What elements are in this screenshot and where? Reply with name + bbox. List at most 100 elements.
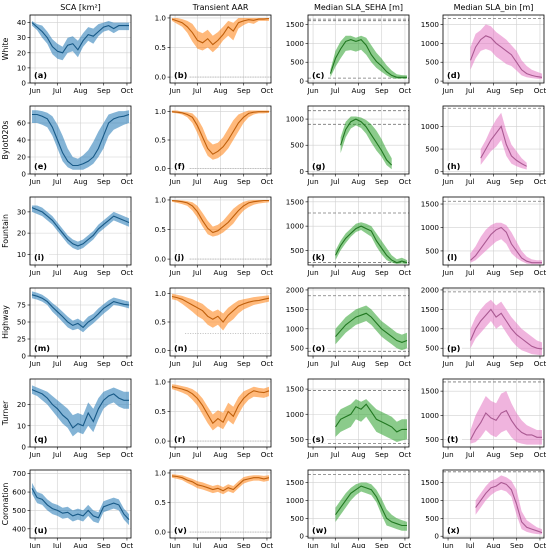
x-tick-label: Jun: [306, 268, 318, 277]
series-band: [32, 482, 129, 526]
y-tick-label: 500: [12, 506, 26, 515]
series-line: [171, 17, 270, 46]
series-line: [475, 481, 543, 534]
x-tick-label: Aug: [486, 86, 500, 95]
x-tick-label: Aug: [73, 359, 87, 368]
x-tick-label: Sep: [97, 541, 111, 548]
y-tick-label: 0: [299, 167, 304, 176]
panel-label-bg: [33, 161, 49, 171]
x-tick-label: Aug: [73, 177, 87, 186]
panel-n: 0.0 0.5 1.0 Jun Jul Aug Sep Oct (n): [155, 287, 274, 368]
y-tick-label: 1.0: [155, 195, 167, 204]
row-label-highway: Highway: [1, 305, 10, 339]
x-tick-label: Oct: [261, 359, 274, 368]
y-tick-label: 700: [12, 469, 26, 478]
panel-label: (k): [312, 252, 325, 262]
x-tick-label: Sep: [510, 541, 524, 548]
x-tick-label: Sep: [97, 177, 111, 186]
panel-label-bg: [446, 343, 462, 353]
series-band: [335, 482, 407, 531]
x-tick-label: Aug: [351, 177, 365, 186]
x-tick-label: Sep: [237, 450, 251, 459]
panel-label-bg: [311, 70, 327, 80]
series-line: [470, 409, 542, 440]
x-tick-label: Oct: [121, 541, 134, 548]
panel-label-bg: [173, 70, 189, 80]
panel-label-bg: [173, 252, 189, 262]
y-tick-label: 0: [21, 170, 26, 179]
panel-label-bg: [311, 434, 327, 444]
row-label-turner: Turner: [1, 400, 10, 426]
x-tick-label: Aug: [213, 359, 227, 368]
panel-label: (j): [174, 252, 185, 262]
x-tick-label: Jun: [28, 359, 40, 368]
x-tick-label: Jun: [28, 177, 40, 186]
y-tick-label: 0.0: [155, 255, 167, 264]
panel-label-bg: [446, 525, 462, 535]
panel-label: (f): [174, 161, 185, 171]
x-tick-label: Oct: [534, 541, 547, 548]
panel-label-bg: [33, 252, 49, 262]
x-tick-label: Jun: [28, 450, 40, 459]
x-tick-label: Jul: [465, 359, 475, 368]
y-tick-label: 1500: [286, 305, 305, 314]
series-line: [469, 308, 543, 350]
panel-e: 0 20 40 60 Jun Jul Aug Sep Oct (e): [17, 105, 133, 186]
x-tick-label: Aug: [213, 86, 227, 95]
series-band: [475, 475, 542, 535]
panel-w: 0 500 1000 1500 Jun Jul Aug Sep Oct (w): [286, 469, 411, 548]
panel-label: (r): [174, 434, 186, 444]
panel-label: (g): [312, 161, 326, 171]
panel-label-bg: [33, 434, 49, 444]
y-tick-label: 500: [290, 344, 304, 353]
panel-m: 0 25 50 75 Jun Jul Aug Sep Oct (m): [17, 287, 133, 368]
panel-i: 10 20 30 Jun Jul Aug Sep Oct (i): [17, 196, 133, 277]
y-tick-label: 1500: [286, 20, 305, 29]
x-tick-label: Jul: [330, 268, 340, 277]
panel-label: (p): [447, 343, 461, 353]
x-tick-label: Jun: [306, 541, 318, 548]
y-tick-label: 0.5: [155, 407, 166, 416]
x-tick-label: Jul: [330, 86, 340, 95]
panel-label-bg: [311, 252, 327, 262]
y-tick-label: 20: [17, 153, 27, 162]
x-tick-label: Sep: [375, 268, 389, 277]
x-tick-label: Oct: [261, 268, 274, 277]
panel-label: (h): [447, 161, 461, 171]
series-line: [469, 35, 543, 78]
panel-label: (a): [34, 70, 47, 80]
series-line: [171, 386, 270, 425]
series-band: [335, 222, 407, 264]
x-tick-label: Jun: [441, 177, 453, 186]
series-band: [32, 205, 129, 251]
y-tick-label: 0.0: [155, 437, 167, 446]
panel-label-bg: [33, 343, 49, 353]
x-tick-label: Aug: [213, 450, 227, 459]
row-label-fountain: Fountain: [1, 214, 10, 248]
y-tick-label: 0.0: [155, 346, 167, 355]
x-tick-label: Jun: [306, 450, 318, 459]
series-band: [32, 291, 129, 333]
x-tick-label: Oct: [399, 359, 412, 368]
series-line: [335, 312, 408, 343]
panel-a: 0 10 20 30 40 Jun Jul Aug Sep Oct (a): [17, 14, 133, 95]
panel-k: 500 1000 1500 Jun Jul Aug Sep Oct (k): [286, 196, 411, 277]
panel-t: 500 1000 1500 Jun Jul Aug Sep Oct (t): [421, 378, 547, 459]
y-tick-label: 1000: [421, 411, 440, 420]
y-tick-label: 0: [434, 167, 439, 176]
panel-c: 0 500 1000 1500 Jun Jul Aug Sep Oct (c): [286, 14, 411, 95]
y-tick-label: 0.0: [155, 164, 167, 173]
y-tick-label: 0.5: [155, 318, 166, 327]
x-tick-label: Oct: [261, 541, 274, 548]
x-tick-label: Oct: [261, 177, 274, 186]
x-tick-label: Sep: [97, 450, 111, 459]
x-tick-label: Jul: [192, 541, 202, 548]
x-tick-label: Aug: [351, 541, 365, 548]
x-tick-label: Jul: [192, 177, 202, 186]
panel-r: 0.0 0.5 1.0 Jun Jul Aug Sep Oct (r): [155, 377, 274, 459]
panel-label: (e): [34, 161, 47, 171]
x-tick-label: Jun: [441, 541, 453, 548]
y-tick-label: 20: [17, 48, 27, 57]
x-tick-label: Oct: [534, 450, 547, 459]
y-tick-label: 500: [425, 58, 439, 67]
